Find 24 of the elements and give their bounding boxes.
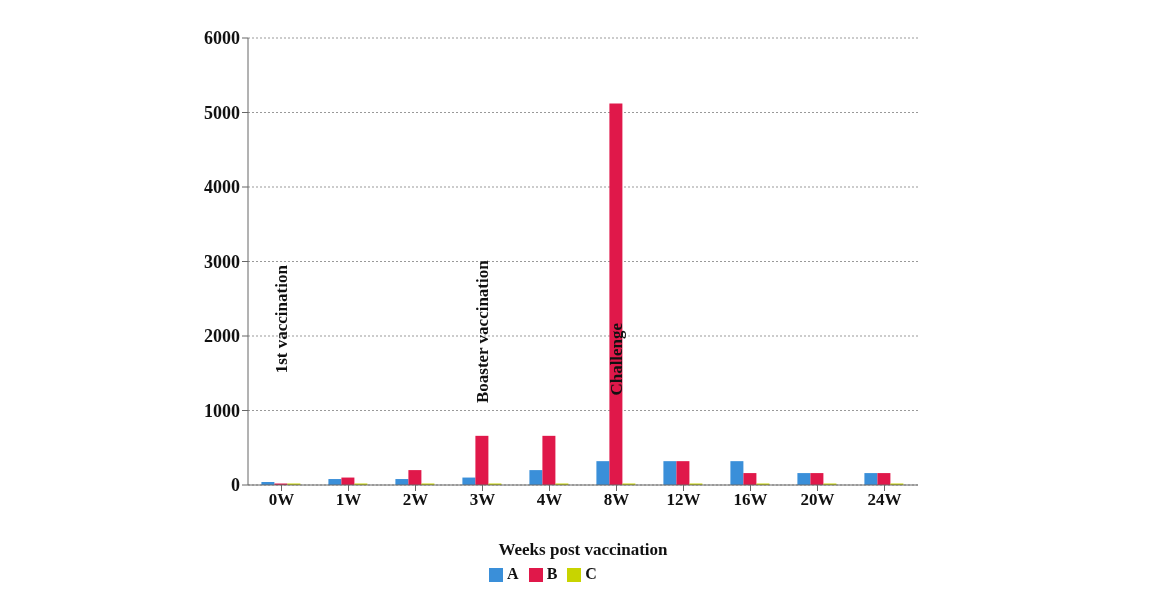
x-tick-label: 20W bbox=[800, 490, 835, 510]
x-tick-label: 3W bbox=[469, 490, 496, 510]
y-tick-label: 6000 bbox=[204, 28, 240, 49]
x-axis-title: Weeks post vaccination bbox=[498, 540, 669, 559]
y-tick-label: 0 bbox=[231, 475, 240, 496]
x-tick-label: 0W bbox=[268, 490, 295, 510]
x-tick-label: 16W bbox=[733, 490, 768, 510]
y-tick-label: 5000 bbox=[204, 102, 240, 123]
annotation: Challenge bbox=[607, 322, 626, 396]
legend-label: C bbox=[585, 565, 597, 582]
legend-label: B bbox=[546, 565, 558, 582]
x-tick-label: 12W bbox=[666, 490, 701, 510]
annotation: Boaster vaccination bbox=[473, 259, 492, 404]
annotation: 1st vaccination bbox=[272, 264, 291, 374]
x-tick-label: 4W bbox=[536, 490, 563, 510]
y-tick-label: 3000 bbox=[204, 251, 240, 272]
y-tick-label: 4000 bbox=[204, 177, 240, 198]
x-tick-label: 8W bbox=[603, 490, 630, 510]
legend-label: A bbox=[507, 565, 519, 582]
x-tick-label: 2W bbox=[402, 490, 429, 510]
y-tick-label: 1000 bbox=[204, 400, 240, 421]
x-tick-label: 1W bbox=[335, 490, 362, 510]
x-tick-label: 24W bbox=[867, 490, 902, 510]
y-tick-label: 2000 bbox=[204, 326, 240, 347]
